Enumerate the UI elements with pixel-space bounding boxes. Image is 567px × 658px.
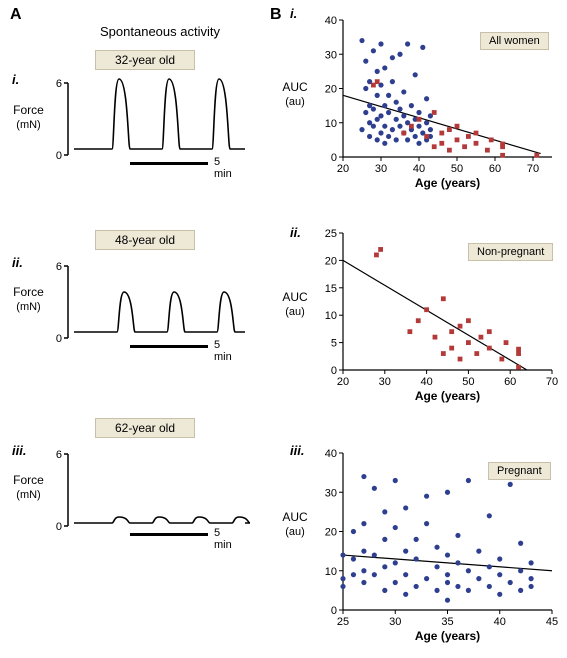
panel-a-letter: A <box>10 6 22 24</box>
svg-text:20: 20 <box>337 163 349 175</box>
ylabel-a3-unit: (mN) <box>16 489 40 501</box>
scalebar-text-3: 5 min <box>214 527 232 551</box>
scatter-ylabel-1: AUC (au) <box>275 80 315 110</box>
scalebar-text-2: 5 min <box>214 339 232 363</box>
svg-text:70: 70 <box>546 376 558 388</box>
trace-svg-2: 60 <box>50 258 250 348</box>
svg-text:30: 30 <box>325 49 337 61</box>
trace-svg-3: 60 <box>50 446 250 536</box>
svg-text:40: 40 <box>420 376 432 388</box>
svg-text:45: 45 <box>546 616 558 628</box>
svg-text:6: 6 <box>56 78 62 90</box>
svg-text:30: 30 <box>379 376 391 388</box>
scatter-svg-2: 20 30 40 50 60 70 0 5 10 15 20 25 Age (years) <box>315 225 560 410</box>
svg-text:50: 50 <box>462 376 474 388</box>
scatter-svg-3: 25 30 35 40 45 0 10 20 30 40 Age (years) <box>315 445 560 650</box>
svg-text:6: 6 <box>56 449 62 461</box>
svg-text:6: 6 <box>56 261 62 273</box>
trace-svg-1: 60 <box>50 75 250 165</box>
svg-text:25: 25 <box>325 228 337 240</box>
ylabel-a3-text: Force <box>13 473 44 487</box>
svg-text:0: 0 <box>331 365 337 377</box>
svg-text:40: 40 <box>325 15 337 27</box>
roman-a1: i. <box>12 72 19 87</box>
scatter-ylabel-3-unit: (au) <box>285 526 305 538</box>
svg-text:40: 40 <box>494 616 506 628</box>
age-badge-1: 32-year old <box>95 50 195 70</box>
svg-text:0: 0 <box>56 333 62 345</box>
scalebar-line-2 <box>130 345 208 348</box>
svg-text:15: 15 <box>325 283 337 295</box>
col-a-title: Spontaneous activity <box>60 24 260 39</box>
svg-text:Age (years): Age (years) <box>415 176 480 190</box>
scatter-ylabel-2-unit: (au) <box>285 306 305 318</box>
svg-text:0: 0 <box>56 150 62 162</box>
scatter-ylabel-3: AUC (au) <box>275 510 315 540</box>
svg-text:60: 60 <box>489 163 501 175</box>
scatter-ylabel-1-text: AUC <box>282 80 307 94</box>
scatter-ylabel-1-unit: (au) <box>285 96 305 108</box>
svg-text:0: 0 <box>331 605 337 617</box>
roman-b3: iii. <box>290 443 304 458</box>
ylabel-a2-text: Force <box>13 285 44 299</box>
svg-text:50: 50 <box>451 163 463 175</box>
svg-text:20: 20 <box>337 376 349 388</box>
svg-text:Age (years): Age (years) <box>415 629 480 643</box>
ylabel-a3: Force (mN) <box>6 473 51 503</box>
svg-text:30: 30 <box>389 616 401 628</box>
roman-b1: i. <box>290 6 297 21</box>
svg-text:30: 30 <box>325 487 337 499</box>
svg-text:60: 60 <box>504 376 516 388</box>
svg-text:30: 30 <box>375 163 387 175</box>
scatter-ylabel-3-text: AUC <box>282 510 307 524</box>
scatter-svg-1: 203040506070010203040Age (years) <box>315 12 560 197</box>
ylabel-a1: Force (mN) <box>6 103 51 133</box>
svg-text:0: 0 <box>331 152 337 164</box>
age-badge-3: 62-year old <box>95 418 195 438</box>
svg-text:Age (years): Age (years) <box>415 389 480 403</box>
ylabel-a1-text: Force <box>13 103 44 117</box>
svg-text:0: 0 <box>56 521 62 533</box>
scalebar-line-1 <box>130 162 208 165</box>
ylabel-a1-unit: (mN) <box>16 119 40 131</box>
svg-text:20: 20 <box>325 84 337 96</box>
panel-b-letter: B <box>270 6 282 24</box>
svg-text:40: 40 <box>325 448 337 460</box>
svg-text:10: 10 <box>325 118 337 130</box>
svg-text:25: 25 <box>337 616 349 628</box>
roman-b2: ii. <box>290 225 301 240</box>
roman-a3: iii. <box>12 443 26 458</box>
age-badge-2: 48-year old <box>95 230 195 250</box>
ylabel-a2: Force (mN) <box>6 285 51 315</box>
svg-text:35: 35 <box>441 616 453 628</box>
svg-text:10: 10 <box>325 566 337 578</box>
ylabel-a2-unit: (mN) <box>16 301 40 313</box>
svg-text:20: 20 <box>325 255 337 267</box>
svg-text:70: 70 <box>527 163 539 175</box>
scatter-ylabel-2-text: AUC <box>282 290 307 304</box>
svg-text:5: 5 <box>331 338 337 350</box>
svg-text:10: 10 <box>325 310 337 322</box>
svg-text:20: 20 <box>325 527 337 539</box>
roman-a2: ii. <box>12 255 23 270</box>
scatter-ylabel-2: AUC (au) <box>275 290 315 320</box>
scalebar-text-1: 5 min <box>214 156 232 180</box>
scalebar-line-3 <box>130 533 208 536</box>
svg-text:40: 40 <box>413 163 425 175</box>
